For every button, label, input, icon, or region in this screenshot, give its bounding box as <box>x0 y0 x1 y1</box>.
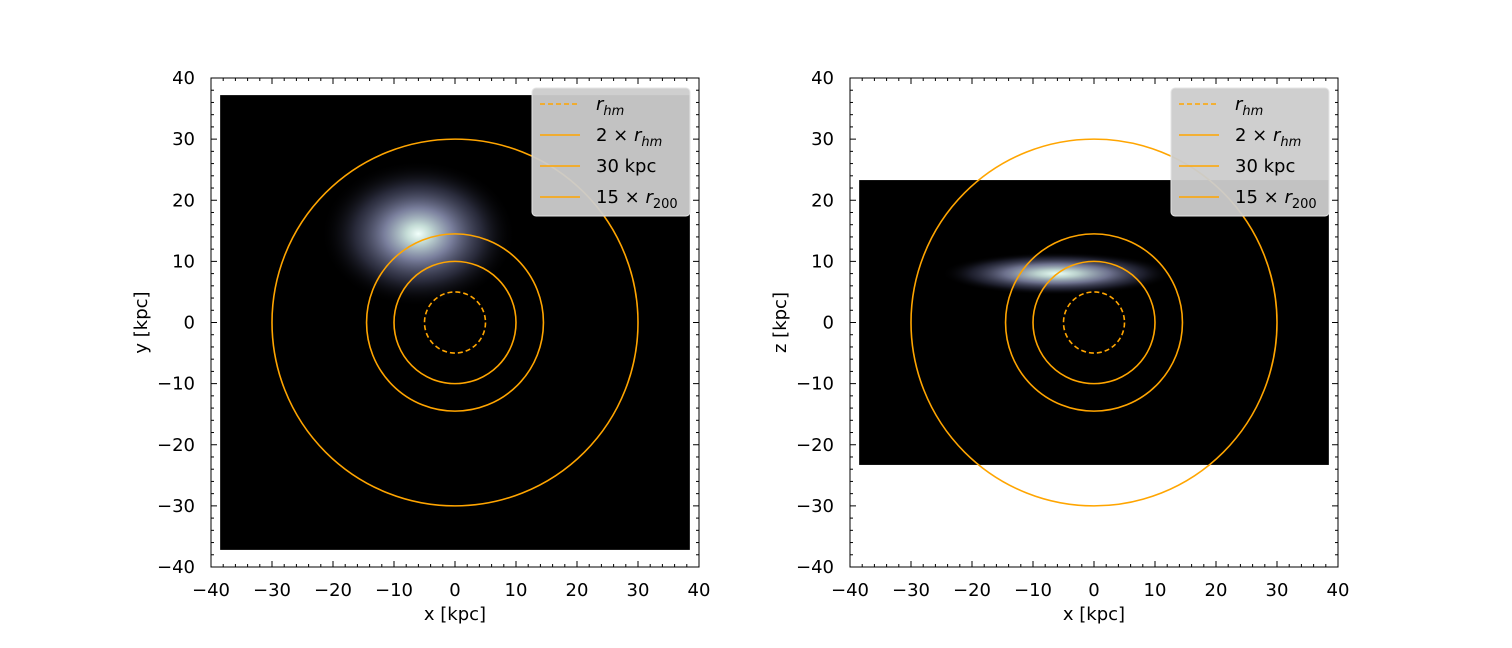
circle-rhm <box>1062 291 1126 354</box>
x-tick-label: −30 <box>253 580 291 601</box>
circle-15r200 <box>271 138 639 507</box>
y-tick-label: 0 <box>823 313 834 334</box>
legend-entry-label: 30 kpc <box>1235 156 1295 177</box>
y-tick-label: −20 <box>157 435 195 456</box>
y-tick-label: 40 <box>172 68 195 89</box>
y-tick-label: 10 <box>172 251 195 272</box>
circle-2rhm <box>393 260 517 385</box>
y-tick-label: 30 <box>811 129 834 150</box>
x-tick-label: 20 <box>566 580 589 601</box>
circle-15r200 <box>910 138 1278 507</box>
x-tick-label: 30 <box>1266 580 1289 601</box>
y-tick-label: −10 <box>796 374 834 395</box>
legend: rhm 2 × rhm 30 kpc 15 × r200 <box>1170 87 1330 217</box>
x-tick-label: 0 <box>1088 580 1099 601</box>
image-background <box>859 180 1329 465</box>
x-axis-label: x [kpc] <box>1063 604 1125 625</box>
x-axis-label: x [kpc] <box>424 604 486 625</box>
x-tick-label: −10 <box>375 580 413 601</box>
legend-entry-label: 30 kpc <box>596 156 656 177</box>
legend-entry-label: 2 × rhm <box>596 125 662 150</box>
x-tick-label: 40 <box>688 580 711 601</box>
x-tick-label: −40 <box>831 580 869 601</box>
y-tick-label: −30 <box>157 496 195 517</box>
panel-right: −40 −30 −20 −10 0 10 20 30 40 −40 −30 −20 −10 0 10 20 30… <box>770 68 1349 625</box>
y-tick-label: −40 <box>796 557 834 578</box>
legend-entry-label: 2 × rhm <box>1235 125 1301 150</box>
x-tick-label: −40 <box>192 580 230 601</box>
y-tick-label: −40 <box>157 557 195 578</box>
legend-box <box>1170 87 1330 217</box>
circle-2rhm <box>1032 260 1156 385</box>
y-tick-label: −20 <box>796 435 834 456</box>
y-tick-label: 0 <box>184 313 195 334</box>
y-tick-label: 30 <box>172 129 195 150</box>
x-tick-label: 20 <box>1205 580 1228 601</box>
x-tick-label: 40 <box>1327 580 1350 601</box>
circle-rhm <box>423 291 487 354</box>
x-tick-label: 10 <box>1144 580 1167 601</box>
y-tick-label: −10 <box>157 374 195 395</box>
y-tick-label: −30 <box>796 496 834 517</box>
x-tick-label: −30 <box>892 580 930 601</box>
legend: rhm 2 × rhm 30 kpc 15 × r200 <box>531 87 691 217</box>
y-axis-label: y [kpc] <box>131 291 152 353</box>
x-tick-label: −20 <box>314 580 352 601</box>
x-tick-label: −10 <box>1014 580 1052 601</box>
circle-30kpc <box>365 233 545 412</box>
legend-entry-label: 15 × r200 <box>1235 187 1317 212</box>
y-tick-label: 10 <box>811 251 834 272</box>
x-tick-label: −20 <box>953 580 991 601</box>
legend-entry-label: rhm <box>596 94 624 119</box>
y-tick-label: 20 <box>172 190 195 211</box>
legend-entry-label: rhm <box>1235 94 1263 119</box>
legend-entry-label: 15 × r200 <box>596 187 678 212</box>
y-tick-label: 40 <box>811 68 834 89</box>
x-tick-label: 10 <box>505 580 528 601</box>
galaxy-emission <box>320 160 516 308</box>
y-tick-label: 20 <box>811 190 834 211</box>
legend-box <box>531 87 691 217</box>
y-axis-label: z [kpc] <box>770 292 791 353</box>
circle-30kpc <box>1004 233 1184 412</box>
x-tick-label: 30 <box>627 580 650 601</box>
x-tick-label: 0 <box>449 580 460 601</box>
panel-left: −40 −30 −20 −10 0 10 20 30 40 −40 −30 −20 −10 0 10 20 30… <box>131 68 710 625</box>
